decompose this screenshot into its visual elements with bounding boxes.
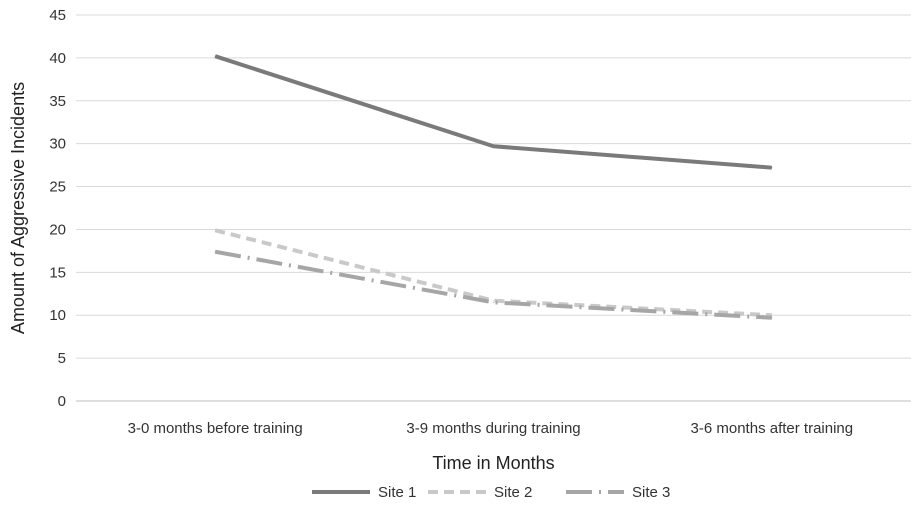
data-point	[493, 145, 494, 147]
x-tick-label: 3-0 months before training	[128, 420, 303, 437]
series-lines	[214, 54, 773, 320]
y-tick-label: 0	[58, 393, 66, 410]
y-tick-label: 20	[49, 221, 66, 238]
y-tick-label: 30	[49, 136, 66, 153]
data-point	[771, 317, 773, 319]
x-tick-label: 3-6 months after training	[691, 420, 854, 437]
x-axis-ticks: 3-0 months before training 3-9 months dur…	[128, 420, 854, 437]
legend-label-site-1: Site 1	[378, 484, 416, 501]
data-point	[493, 301, 494, 303]
y-tick-label: 5	[58, 350, 66, 367]
y-axis-title: Amount of Aggressive Incidents	[8, 82, 28, 334]
series-line-site-1	[214, 54, 772, 170]
data-point	[214, 251, 216, 253]
y-axis-ticks: 0 5 10 15 20 25 30 35 40 45	[49, 7, 66, 410]
y-tick-label: 10	[49, 307, 66, 324]
legend-label-site-3: Site 3	[632, 484, 670, 501]
data-point	[493, 300, 494, 302]
data-point	[771, 314, 773, 316]
legend-label-site-2: Site 2	[494, 484, 532, 501]
data-point	[214, 55, 216, 57]
y-tick-label: 15	[49, 264, 66, 281]
x-tick-label: 3-9 months during training	[406, 420, 580, 437]
gridlines	[76, 14, 911, 402]
y-tick-label: 35	[49, 93, 66, 110]
y-tick-label: 40	[49, 50, 66, 67]
y-tick-label: 25	[49, 179, 66, 196]
series-line-site-3	[214, 249, 772, 320]
series-line-site-2	[214, 228, 772, 318]
y-tick-label: 45	[49, 7, 66, 24]
data-point	[214, 229, 216, 231]
data-point	[771, 167, 773, 169]
x-axis-title: Time in Months	[432, 453, 554, 473]
legend: Site 1 Site 2 Site 3	[312, 484, 670, 501]
